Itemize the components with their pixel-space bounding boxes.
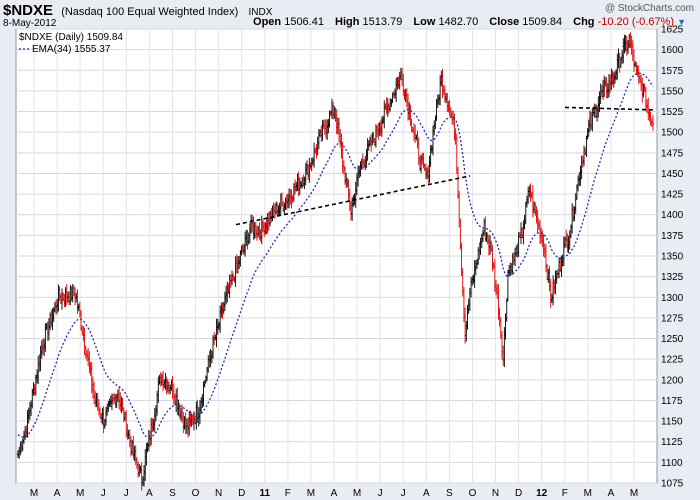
symbol-title: $NDXE (Nasdaq 100 Equal Weighted Index) …: [3, 2, 272, 19]
chg-value: -10.20 (-0.67%): [597, 16, 675, 28]
legend-ema: EMA(34) 1555.37: [32, 44, 111, 55]
x-tick-label: F: [285, 488, 291, 499]
x-tick-label: J: [101, 488, 106, 499]
trendline-support: [564, 106, 656, 111]
ohlc-readout: Open 1506.41 High 1513.79 Low 1482.70 Cl…: [253, 16, 686, 28]
y-tick-label: 1250: [661, 334, 684, 345]
x-tick-label: 11: [259, 488, 270, 499]
watermark: @ StockCharts.com: [604, 3, 694, 14]
x-tick-label: A: [608, 488, 615, 499]
x-tick-label: D: [238, 488, 245, 499]
y-tick-label: 1100: [661, 458, 683, 469]
y-tick-label: 1550: [661, 86, 684, 97]
x-tick-label: J: [401, 488, 406, 499]
x-tick-label: S: [446, 488, 453, 499]
x-tick-label: M: [307, 488, 315, 499]
x-tick-label: N: [492, 488, 499, 499]
x-tick-label: M: [584, 488, 592, 499]
y-tick-label: 1175: [661, 396, 683, 407]
chart-date: 8-May-2012: [3, 18, 57, 29]
x-tick-label: A: [146, 488, 153, 499]
low-value: 1482.70: [438, 16, 479, 28]
open-label: Open: [253, 16, 282, 28]
x-tick-label: O: [469, 488, 477, 499]
y-tick-label: 1300: [661, 293, 684, 304]
x-tick-label: O: [192, 488, 200, 499]
y-tick-label: 1475: [661, 148, 684, 159]
x-tick-label: A: [423, 488, 430, 499]
y-tick-label: 1425: [661, 190, 684, 201]
x-tick-label: N: [215, 488, 222, 499]
y-tick-label: 1225: [661, 355, 684, 366]
y-tick-label: 1525: [661, 107, 684, 118]
y-tick-label: 1575: [661, 66, 684, 77]
y-tick-label: 1375: [661, 231, 684, 242]
close-value: 1509.84: [522, 16, 563, 28]
x-tick-label: A: [331, 488, 338, 499]
price-bars: [16, 32, 655, 491]
high-label: High: [335, 16, 360, 28]
ema-line: [17, 72, 654, 438]
exchange: INDX: [248, 7, 273, 18]
x-tick-label: M: [76, 488, 84, 499]
x-tick-label: 12: [536, 488, 548, 499]
symbol-description: (Nasdaq 100 Equal Weighted Index): [61, 6, 239, 18]
x-tick-label: J: [124, 488, 129, 499]
y-tick-label: 1350: [661, 252, 684, 263]
x-tick-label: M: [630, 488, 638, 499]
x-tick-label: A: [54, 488, 61, 499]
chart-header: $NDXE (Nasdaq 100 Equal Weighted Index) …: [0, 0, 700, 29]
y-tick-label: 1600: [661, 45, 684, 56]
y-tick-label: 1200: [661, 375, 684, 386]
trendline-neckline: [235, 175, 471, 226]
y-tick-label: 1400: [661, 210, 684, 221]
y-tick-label: 1500: [661, 128, 684, 139]
x-tick-label: D: [515, 488, 522, 499]
x-tick-label: S: [169, 488, 176, 499]
y-tick-label: 1150: [661, 417, 683, 428]
x-tick-label: F: [562, 488, 568, 499]
price-bar: [651, 114, 655, 131]
low-label: Low: [413, 16, 436, 28]
high-value: 1513.79: [362, 16, 403, 28]
chg-label: Chg: [573, 16, 595, 28]
symbol: $NDXE: [3, 2, 54, 19]
dropdown-caret-icon[interactable]: ▼: [677, 17, 686, 27]
y-tick-label: 1625: [661, 25, 684, 36]
y-tick-label: 1125: [661, 437, 683, 448]
y-tick-label: 1450: [661, 169, 684, 180]
open-value: 1506.41: [284, 16, 324, 28]
close-label: Close: [489, 16, 520, 28]
x-tick-label: J: [378, 488, 383, 499]
y-tick-label: 1275: [661, 313, 684, 324]
legend-price: $NDXE (Daily) 1509.84: [19, 32, 123, 43]
y-tick-label: 1325: [661, 272, 684, 283]
y-tick-label: 1075: [661, 479, 684, 490]
x-tick-label: M: [30, 488, 38, 499]
gridlines: [16, 28, 657, 484]
x-tick-label: M: [353, 488, 361, 499]
